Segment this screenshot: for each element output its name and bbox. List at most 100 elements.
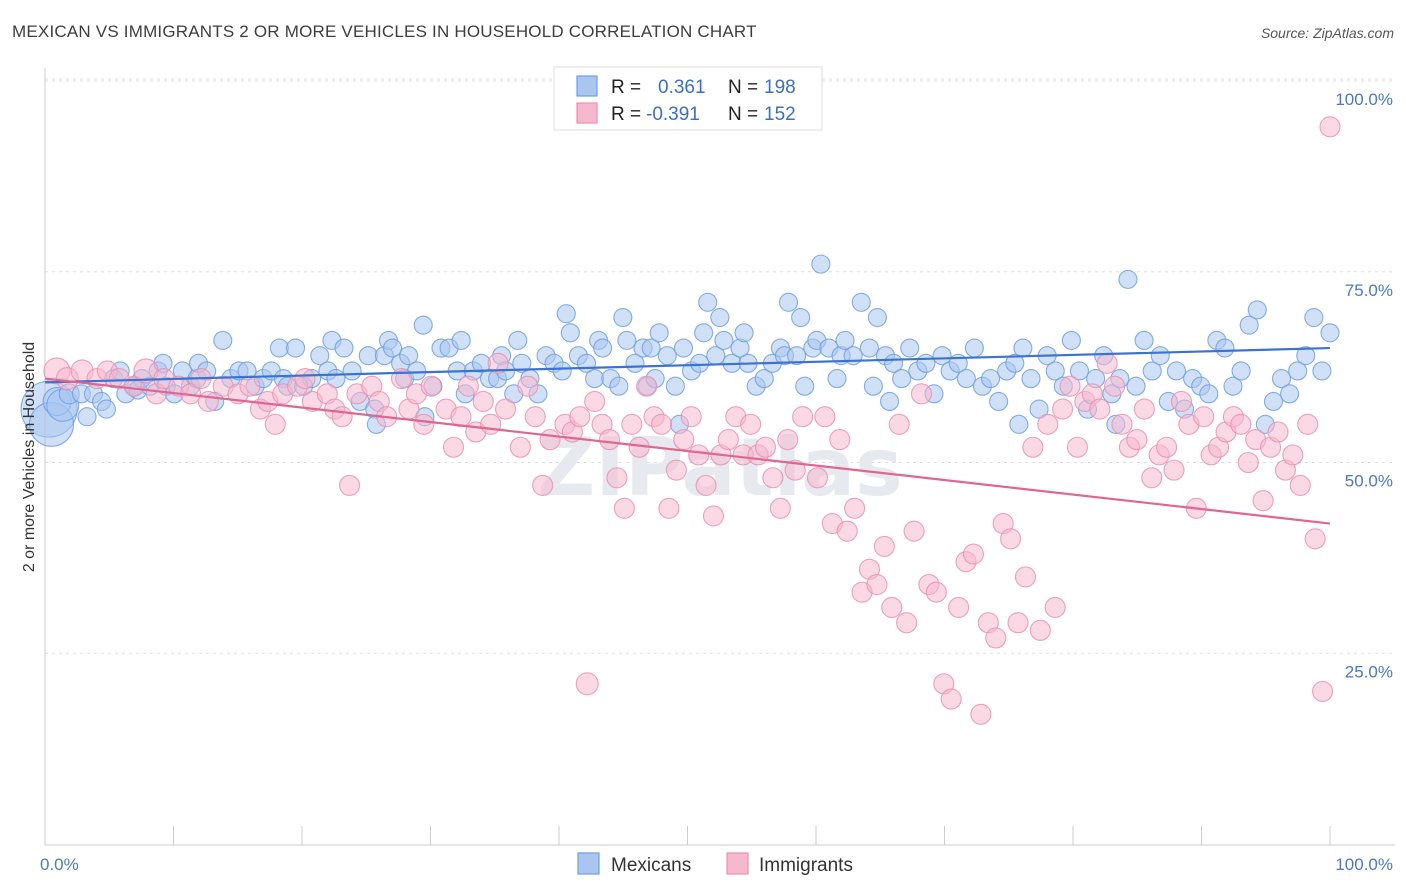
immigrants-point-45 xyxy=(494,398,517,420)
immigrants-point-47 xyxy=(517,375,539,397)
y-tick-label-25: 25.0% xyxy=(1345,662,1393,681)
mexicans-point-88 xyxy=(613,307,633,328)
mexicans-point-168 xyxy=(1142,361,1162,381)
mexicans-point-45 xyxy=(342,361,362,381)
y-axis-label: 2 or more Vehicles in Household xyxy=(21,342,38,572)
immigrants-point-64 xyxy=(650,413,673,435)
immigrants-point-59 xyxy=(613,497,635,519)
mexicans-point-63 xyxy=(451,330,471,350)
immigrants-point-58 xyxy=(606,467,628,489)
mexicans-point-112 xyxy=(754,369,774,389)
mexicans-point-158 xyxy=(1069,361,1090,381)
mexicans-point-175 xyxy=(1199,384,1219,404)
mexicans-point-52 xyxy=(382,338,403,358)
immigrants-point-152 xyxy=(1312,680,1334,702)
immigrants-point-128 xyxy=(1133,398,1155,420)
immigrants-point-44 xyxy=(487,352,509,374)
mexicans-point-188 xyxy=(1304,307,1324,328)
mexicans-point-155 xyxy=(1045,361,1065,381)
mexicans-point-178 xyxy=(1223,376,1243,396)
immigrants-point-118 xyxy=(1059,375,1081,397)
mexicans-point-190 xyxy=(1320,323,1340,343)
immigrants-point-98 xyxy=(910,383,933,405)
legend-r-label-immigrants: R = xyxy=(611,104,641,125)
mexicans-point-171 xyxy=(1166,361,1186,381)
mexicans-point-34 xyxy=(269,338,289,358)
legend-swatch-immigrants xyxy=(576,102,598,124)
immigrants-point-60 xyxy=(621,413,643,435)
mexicans-point-118 xyxy=(791,307,811,328)
mexicans-point-138 xyxy=(916,353,936,373)
immigrants-point-46 xyxy=(509,436,531,458)
mexicans-point-93 xyxy=(641,338,661,358)
immigrants-point-136 xyxy=(1193,406,1215,428)
points-layer xyxy=(20,116,1341,725)
mexicans-point-157 xyxy=(1061,330,1081,350)
immigrants-point-69 xyxy=(688,444,710,466)
mexicans-point-40 xyxy=(310,346,330,366)
mexicans-point-124 xyxy=(827,369,847,389)
immigrants-point-81 xyxy=(777,429,799,451)
mexicans-point-128 xyxy=(851,292,871,312)
immigrants-point-119 xyxy=(1066,436,1089,458)
bottom-legend-label-immigrants: Immigrants xyxy=(759,855,853,876)
immigrants-point-132 xyxy=(1163,459,1185,481)
immigrants-point-42 xyxy=(472,390,494,413)
mexicans-point-105 xyxy=(710,307,730,328)
mexicans-point-96 xyxy=(657,346,677,366)
immigrants-point-89 xyxy=(844,497,866,519)
immigrants-point-19 xyxy=(264,413,286,435)
mexicans-point-122 xyxy=(811,254,831,274)
x-tick-label-max: 100.0% xyxy=(1335,855,1393,874)
immigrants-point-16 xyxy=(239,375,261,397)
immigrants-point-116 xyxy=(1044,596,1066,619)
mexicans-point-73 xyxy=(512,353,532,373)
y-tick-label-100: 100.0% xyxy=(1335,90,1393,109)
immigrants-trend-line xyxy=(44,377,1331,525)
immigrants-point-70 xyxy=(695,474,717,496)
mexicans-point-152 xyxy=(1021,369,1041,389)
immigrants-point-112 xyxy=(1014,566,1037,588)
immigrants-point-127 xyxy=(1126,429,1148,451)
mexicans-point-80 xyxy=(560,323,580,343)
mexicans-point-169 xyxy=(1150,346,1170,366)
immigrants-point-146 xyxy=(1267,421,1289,443)
ticks-layer: 25.0% 50.0% 75.0% 100.0% xyxy=(1335,90,1393,681)
mexicans-point-44 xyxy=(334,338,354,358)
immigrants-point-100 xyxy=(925,581,947,603)
immigrants-point-40 xyxy=(457,375,479,397)
mexicans-point-185 xyxy=(1280,384,1300,404)
immigrants-point-71 xyxy=(702,505,725,527)
mexicans-point-97 xyxy=(665,376,685,396)
immigrants-point-83 xyxy=(792,406,814,428)
mexicans-point-126 xyxy=(835,330,855,350)
mexicans-point-135 xyxy=(892,369,912,389)
y-tick-label-75: 75.0% xyxy=(1345,281,1393,300)
immigrants-point-105 xyxy=(962,543,985,565)
immigrants-point-123 xyxy=(1096,352,1118,374)
mexicans-point-101 xyxy=(690,353,710,373)
immigrants-point-102 xyxy=(940,688,962,710)
mexicans-point-131 xyxy=(867,307,887,328)
mexicans-point-130 xyxy=(863,376,883,396)
immigrants-point-144 xyxy=(1252,490,1274,512)
bottom-legend: Mexicans Immigrants xyxy=(577,852,853,876)
bottom-legend-swatch-mexicans xyxy=(577,852,600,875)
immigrants-point-108 xyxy=(985,627,1007,649)
legend-n-label-mexicans: N = xyxy=(728,77,758,98)
immigrants-point-53 xyxy=(569,406,591,428)
mexicans-point-6 xyxy=(77,407,97,427)
mexicans-point-27 xyxy=(213,330,233,350)
mexicans-point-102 xyxy=(694,323,714,343)
mexicans-point-177 xyxy=(1215,338,1235,358)
immigrants-point-26 xyxy=(331,406,353,428)
immigrants-point-76 xyxy=(740,413,762,435)
x-tick-label-min: 0.0% xyxy=(40,855,79,874)
mexicans-point-144 xyxy=(964,338,984,358)
mexicans-point-57 xyxy=(413,315,433,335)
immigrants-point-79 xyxy=(762,467,784,489)
mexicans-point-87 xyxy=(609,376,629,396)
mexicans-point-106 xyxy=(714,330,734,350)
mexicans-point-117 xyxy=(787,346,807,366)
